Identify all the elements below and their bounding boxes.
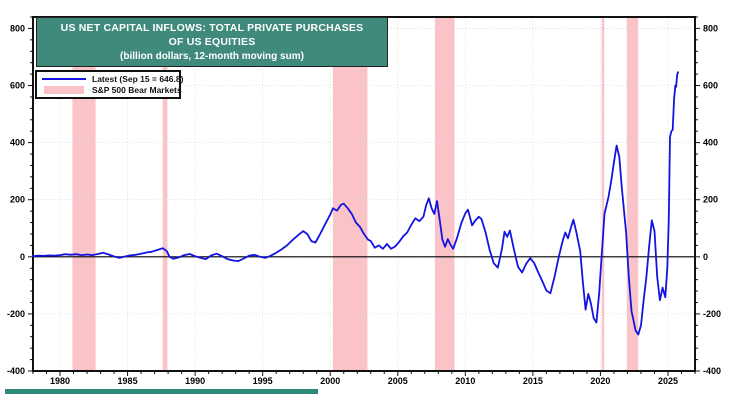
bear-market-band — [72, 18, 96, 370]
y-tick-label-right: 600 — [703, 81, 718, 91]
y-tick-label-left: -400 — [7, 366, 25, 376]
legend-label-latest: Latest (Sep 15 = 646.8) — [92, 74, 184, 84]
x-tick-label: 2010 — [455, 376, 475, 386]
y-tick-label-left: -200 — [7, 309, 25, 319]
x-tick-label: 1990 — [185, 376, 205, 386]
bear-market-band — [434, 18, 455, 370]
legend-label-bear-markets: S&P 500 Bear Markets — [92, 85, 182, 95]
legend-band-swatch — [44, 86, 84, 94]
y-tick-label-right: 0 — [703, 252, 708, 262]
x-tick-label: 2020 — [590, 376, 610, 386]
y-tick-label-left: 200 — [10, 195, 25, 205]
bear-market-band — [626, 18, 639, 370]
bear-market-band — [332, 18, 368, 370]
legend: Latest (Sep 15 = 646.8) S&P 500 Bear Mar… — [35, 70, 183, 99]
chart-title-line2: OF US EQUITIES — [168, 35, 256, 48]
chart-title-line1: US NET CAPITAL INFLOWS: TOTAL PRIVATE PU… — [60, 21, 364, 34]
legend-line-swatch — [42, 78, 86, 80]
series-line — [32, 71, 679, 336]
y-tick-label-right: 400 — [703, 138, 718, 148]
x-tick-label: 2005 — [388, 376, 408, 386]
bear-market-band — [601, 18, 605, 370]
y-tick-label-right: -400 — [703, 366, 721, 376]
legend-item-latest: Latest (Sep 15 = 646.8) — [41, 74, 183, 84]
y-tick-label-left: 400 — [10, 138, 25, 148]
y-tick-label-left: 600 — [10, 81, 25, 91]
legend-item-bear-markets: S&P 500 Bear Markets — [41, 85, 182, 95]
y-tick-label-right: 200 — [703, 195, 718, 205]
y-tick-label-left: 800 — [10, 23, 25, 33]
x-tick-label: 2000 — [320, 376, 340, 386]
y-tick-label-right: 800 — [703, 23, 718, 33]
chart-title-box: US NET CAPITAL INFLOWS: TOTAL PRIVATE PU… — [36, 17, 388, 67]
y-tick-label-left: 0 — [20, 252, 25, 262]
bear-market-band — [162, 18, 168, 370]
x-tick-label: 2015 — [523, 376, 543, 386]
x-tick-label: 1985 — [118, 376, 138, 386]
x-tick-label: 1995 — [253, 376, 273, 386]
x-tick-label: 2025 — [658, 376, 678, 386]
y-tick-label-right: -200 — [703, 309, 721, 319]
chart-subtitle: (billion dollars, 12-month moving sum) — [120, 50, 304, 62]
footer-brand-bar — [5, 389, 318, 394]
x-tick-label: 1980 — [50, 376, 70, 386]
